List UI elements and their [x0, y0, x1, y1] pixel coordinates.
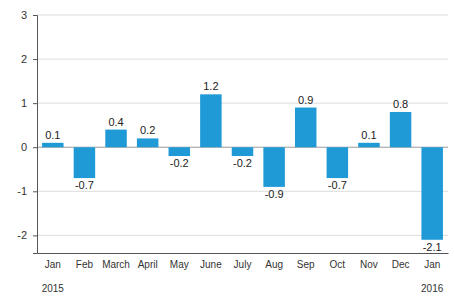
grid — [37, 15, 448, 235]
x-tick: Oct — [330, 253, 346, 270]
y-tick: 3 — [21, 9, 37, 21]
x-tick-label: July — [234, 259, 252, 270]
data-label: -0.2 — [170, 157, 189, 169]
data-label: -0.7 — [75, 179, 94, 191]
data-label: 0.2 — [140, 124, 155, 136]
data-label: 1.2 — [203, 80, 218, 92]
y-tick-label: 2 — [21, 53, 27, 65]
x-tick: Sep — [297, 253, 315, 270]
x-axis-line — [38, 253, 449, 254]
data-label: 0.8 — [393, 98, 408, 110]
data-label: -0.2 — [233, 157, 252, 169]
bar — [74, 147, 95, 178]
x-tick: Jan — [45, 253, 61, 270]
grid-line — [37, 103, 448, 104]
y-tick-mark — [33, 59, 37, 60]
y-tick-mark — [33, 191, 37, 192]
chart-svg: -2 -1 0 1 2 3 Jan Feb March April May June July Aug Se… — [0, 0, 454, 302]
x-tick-label: Dec — [392, 259, 410, 270]
x-axis: Jan Feb March April May June July Aug Sep Oct Nov D… — [38, 253, 449, 270]
x-tick: Aug — [265, 253, 283, 270]
x-tick-label: April — [138, 259, 158, 270]
y-tick-mark — [33, 235, 37, 236]
bar — [137, 138, 158, 147]
x-tick: June — [200, 253, 222, 270]
y-tick-mark — [33, 147, 37, 148]
bar — [232, 147, 253, 156]
bar — [263, 147, 284, 187]
x-tick: Feb — [76, 253, 94, 270]
y-tick: 1 — [21, 97, 37, 109]
x-tick: Nov — [360, 253, 378, 270]
data-label: -2.1 — [423, 241, 442, 253]
year-label: 2016 — [421, 283, 444, 294]
y-tick-label: 0 — [21, 141, 27, 153]
bar — [390, 112, 411, 147]
y-axis-line — [33, 16, 38, 254]
y-tick-label: 3 — [21, 9, 27, 21]
x-tick-label: May — [170, 259, 189, 270]
y-axis: -2 -1 0 1 2 3 — [17, 9, 37, 253]
y-tick-label: -2 — [17, 229, 27, 241]
x-tick-label: Feb — [76, 259, 94, 270]
x-tick-label: Aug — [265, 259, 283, 270]
bar — [421, 147, 442, 240]
x-tick: July — [234, 253, 252, 270]
x-tick: Dec — [392, 253, 410, 270]
y-tick: -2 — [17, 229, 37, 241]
plot: -2 -1 0 1 2 3 Jan Feb March April May June July Aug Se… — [17, 9, 448, 294]
x-tick: April — [138, 253, 158, 270]
x-tick-label: March — [102, 259, 130, 270]
bar — [169, 147, 190, 156]
x-tick: March — [102, 253, 130, 270]
bar — [105, 130, 126, 148]
x-tick: May — [170, 253, 189, 270]
y-tick: 2 — [21, 53, 37, 65]
year-label: 2015 — [42, 283, 65, 294]
y-tick-label: 1 — [21, 97, 27, 109]
x-tick-label: Oct — [330, 259, 346, 270]
grid-line — [37, 191, 448, 192]
x-tick-label: June — [200, 259, 222, 270]
bar — [42, 143, 63, 147]
y-tick-mark — [33, 103, 37, 104]
y-tick-label: -1 — [17, 185, 27, 197]
x-tick-label: Nov — [360, 259, 378, 270]
data-label: 0.1 — [361, 129, 376, 141]
grid-line — [37, 235, 448, 236]
data-label: -0.9 — [265, 188, 284, 200]
data-label: 0.1 — [45, 129, 60, 141]
annotations: 2015 2016 — [42, 283, 444, 294]
x-tick-label: Jan — [45, 259, 61, 270]
bar — [358, 143, 379, 147]
grid-line — [37, 15, 448, 16]
bar — [327, 147, 348, 178]
x-tick-label: Sep — [297, 259, 315, 270]
y-tick: -1 — [17, 185, 37, 197]
bar — [295, 108, 316, 148]
data-labels: 0.1 -0.7 0.4 0.2 -0.2 1.2 -0.2 -0.9 0.9 -0.7 0.1 0.… — [45, 80, 442, 252]
y-tick: 0 — [21, 141, 37, 153]
x-tick-label: Jan — [424, 259, 440, 270]
data-label: 0.4 — [108, 116, 123, 128]
chart-container: -2 -1 0 1 2 3 Jan Feb March April May June July Aug Se… — [0, 0, 454, 302]
bars — [42, 94, 443, 239]
data-label: -0.7 — [328, 179, 347, 191]
data-label: 0.9 — [298, 94, 313, 106]
bar — [200, 94, 221, 147]
y-tick-mark — [33, 15, 37, 16]
x-tick: Jan — [424, 253, 440, 270]
grid-line — [37, 59, 448, 60]
